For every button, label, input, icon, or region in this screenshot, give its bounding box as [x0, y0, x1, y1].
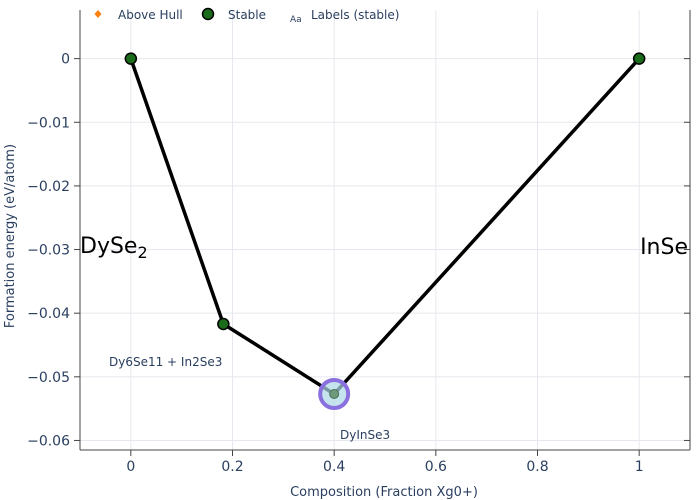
legend-label-labels-stable: Labels (stable)	[311, 8, 399, 22]
y-tick-label: 0	[61, 52, 70, 68]
stable-point[interactable]	[124, 52, 138, 65]
x-tick-label: 0.6	[425, 459, 447, 475]
annotation-label: DyInSe3	[340, 428, 390, 442]
legend-label-stable: Stable	[228, 8, 266, 22]
axis-lines	[79, 10, 691, 451]
x-axis-title: Composition (Fraction Xg0+)	[290, 485, 478, 500]
tick-marks: 0 0.2 0.4 0.6 0.8 1 0 −0.01 −0.02 −0.03 −0.04 −0.05…	[27, 52, 690, 475]
stable-point[interactable]	[329, 389, 340, 399]
left-end-label-base: DySe	[80, 234, 137, 259]
grid	[80, 10, 690, 450]
y-tick-label: −0.01	[27, 115, 70, 131]
diamond-icon	[94, 10, 102, 18]
legend-item-labels[interactable]: Aa Labels (stable)	[290, 8, 399, 25]
circle-icon	[201, 7, 215, 21]
x-tick-label: 0.2	[221, 459, 243, 475]
x-tick-label: 1	[635, 459, 644, 475]
legend[interactable]: Above Hull Stable Aa Labels (stable)	[94, 7, 400, 25]
legend-label-above-hull: Above Hull	[118, 8, 183, 22]
x-tick-label: 0.4	[323, 459, 345, 475]
y-tick-label: −0.03	[27, 243, 70, 259]
convex-hull-line	[129, 57, 641, 396]
text-marker-icon: Aa	[290, 15, 302, 25]
y-tick-label: −0.05	[27, 370, 70, 386]
right-end-label: InSe	[640, 235, 688, 260]
y-axis-title: Formation energy (eV/atom)	[3, 144, 18, 328]
legend-item-stable[interactable]: Stable	[201, 7, 267, 22]
points-layer	[124, 52, 646, 410]
x-tick-label: 0.8	[526, 459, 548, 475]
left-end-label-subscript: 2	[137, 243, 147, 262]
annotation-label: Dy6Se11 + In2Se3	[109, 355, 222, 369]
y-tick-label: −0.06	[27, 433, 70, 449]
legend-item-above-hull[interactable]: Above Hull	[94, 8, 183, 22]
y-tick-label: −0.04	[27, 306, 70, 322]
y-tick-label: −0.02	[27, 179, 70, 195]
labels-layer: DySe2 InSe Dy6Se11 + In2Se3 DyInSe3	[80, 234, 688, 442]
left-end-label: DySe2	[80, 234, 148, 262]
stable-point[interactable]	[632, 52, 646, 65]
x-tick-label: 0	[126, 459, 135, 475]
hull-layer	[129, 57, 641, 396]
stable-point[interactable]	[217, 317, 230, 331]
